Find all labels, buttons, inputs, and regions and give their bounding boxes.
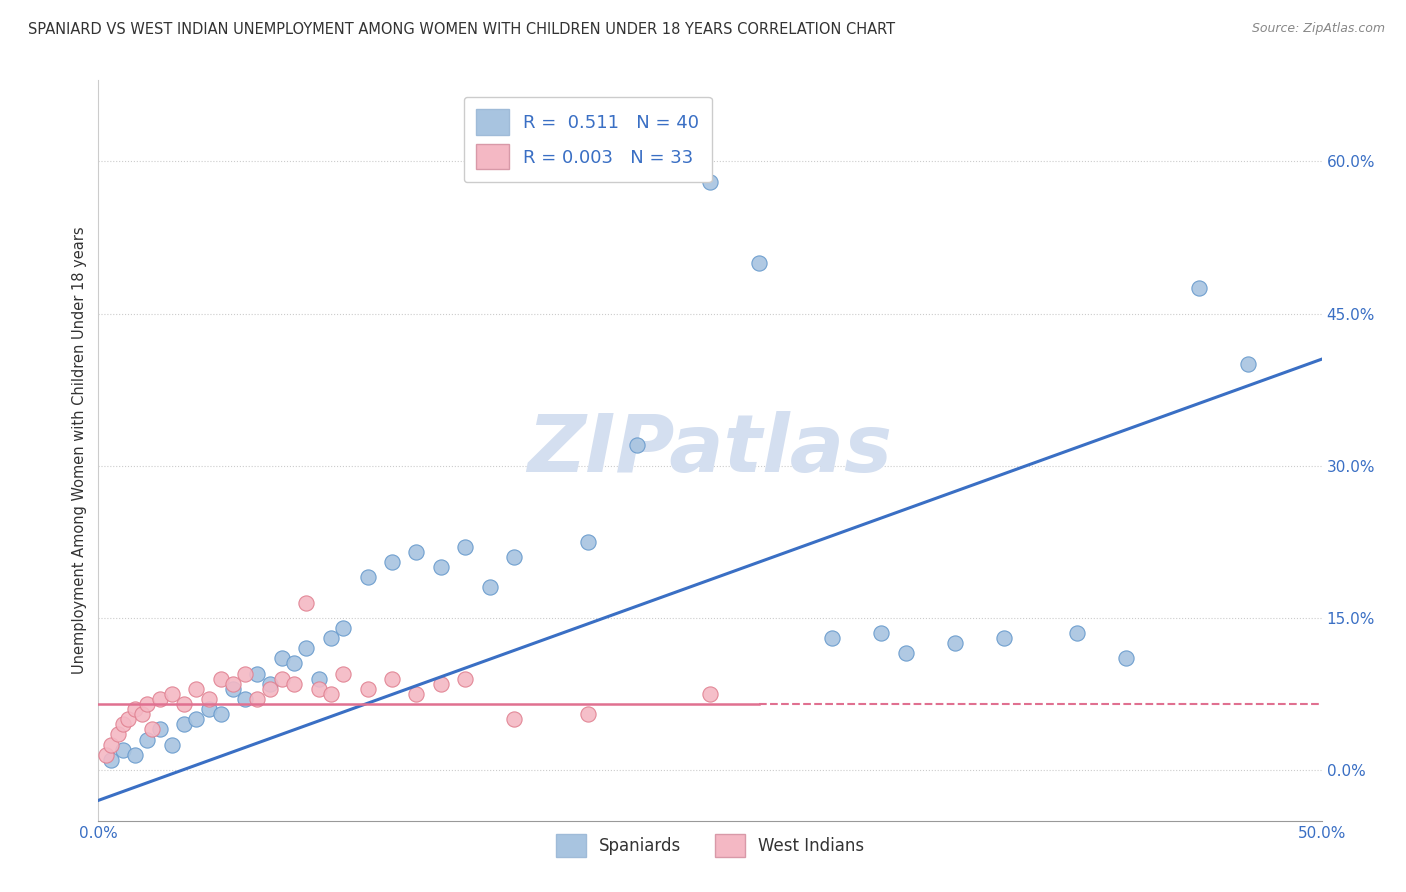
- Point: [173, 717, 195, 731]
- Point: [209, 707, 232, 722]
- Point: [160, 738, 183, 752]
- Point: [233, 666, 256, 681]
- Point: [1188, 281, 1211, 295]
- Point: [149, 692, 172, 706]
- Point: [894, 646, 917, 660]
- Point: [222, 677, 245, 691]
- Point: [381, 672, 404, 686]
- Point: [1115, 651, 1137, 665]
- Point: [131, 707, 153, 722]
- Point: [356, 681, 378, 696]
- Point: [270, 672, 294, 686]
- Point: [405, 545, 427, 559]
- Point: [699, 687, 721, 701]
- Point: [111, 717, 134, 731]
- Point: [186, 712, 208, 726]
- Point: [356, 570, 378, 584]
- Point: [430, 677, 453, 691]
- Text: ZIPatlas: ZIPatlas: [527, 411, 893, 490]
- Point: [454, 672, 477, 686]
- Point: [124, 702, 146, 716]
- Point: [748, 256, 770, 270]
- Point: [576, 707, 599, 722]
- Point: [283, 657, 305, 671]
- Point: [209, 672, 232, 686]
- Point: [117, 712, 139, 726]
- Point: [124, 747, 146, 762]
- Point: [1237, 357, 1260, 371]
- Point: [993, 631, 1015, 645]
- Point: [100, 738, 122, 752]
- Point: [283, 677, 305, 691]
- Point: [111, 742, 134, 756]
- Point: [626, 438, 648, 452]
- Point: [332, 666, 354, 681]
- Point: [699, 175, 721, 189]
- Point: [1066, 626, 1088, 640]
- Point: [233, 692, 256, 706]
- Point: [160, 687, 183, 701]
- Point: [821, 631, 844, 645]
- Point: [94, 747, 117, 762]
- Point: [149, 723, 172, 737]
- Point: [332, 621, 354, 635]
- Text: Source: ZipAtlas.com: Source: ZipAtlas.com: [1251, 22, 1385, 36]
- Point: [503, 549, 526, 564]
- Point: [405, 687, 427, 701]
- Point: [100, 753, 122, 767]
- Point: [246, 692, 269, 706]
- Point: [478, 580, 501, 594]
- Point: [295, 596, 318, 610]
- Point: [270, 651, 294, 665]
- Point: [454, 540, 477, 554]
- Point: [246, 666, 269, 681]
- Point: [576, 534, 599, 549]
- Point: [319, 687, 342, 701]
- Point: [259, 681, 281, 696]
- Y-axis label: Unemployment Among Women with Children Under 18 years: Unemployment Among Women with Children U…: [72, 227, 87, 674]
- Point: [197, 702, 219, 716]
- Point: [173, 697, 195, 711]
- Point: [222, 681, 245, 696]
- Point: [319, 631, 342, 645]
- Point: [308, 672, 330, 686]
- Point: [943, 636, 966, 650]
- Point: [186, 681, 208, 696]
- Point: [503, 712, 526, 726]
- Text: SPANIARD VS WEST INDIAN UNEMPLOYMENT AMONG WOMEN WITH CHILDREN UNDER 18 YEARS CO: SPANIARD VS WEST INDIAN UNEMPLOYMENT AMO…: [28, 22, 896, 37]
- Point: [430, 560, 453, 574]
- Point: [381, 555, 404, 569]
- Legend: Spaniards, West Indians: Spaniards, West Indians: [550, 827, 870, 864]
- Point: [107, 727, 129, 741]
- Point: [197, 692, 219, 706]
- Point: [295, 641, 318, 656]
- Point: [136, 697, 159, 711]
- Point: [141, 723, 163, 737]
- Point: [136, 732, 159, 747]
- Point: [870, 626, 893, 640]
- Point: [308, 681, 330, 696]
- Point: [259, 677, 281, 691]
